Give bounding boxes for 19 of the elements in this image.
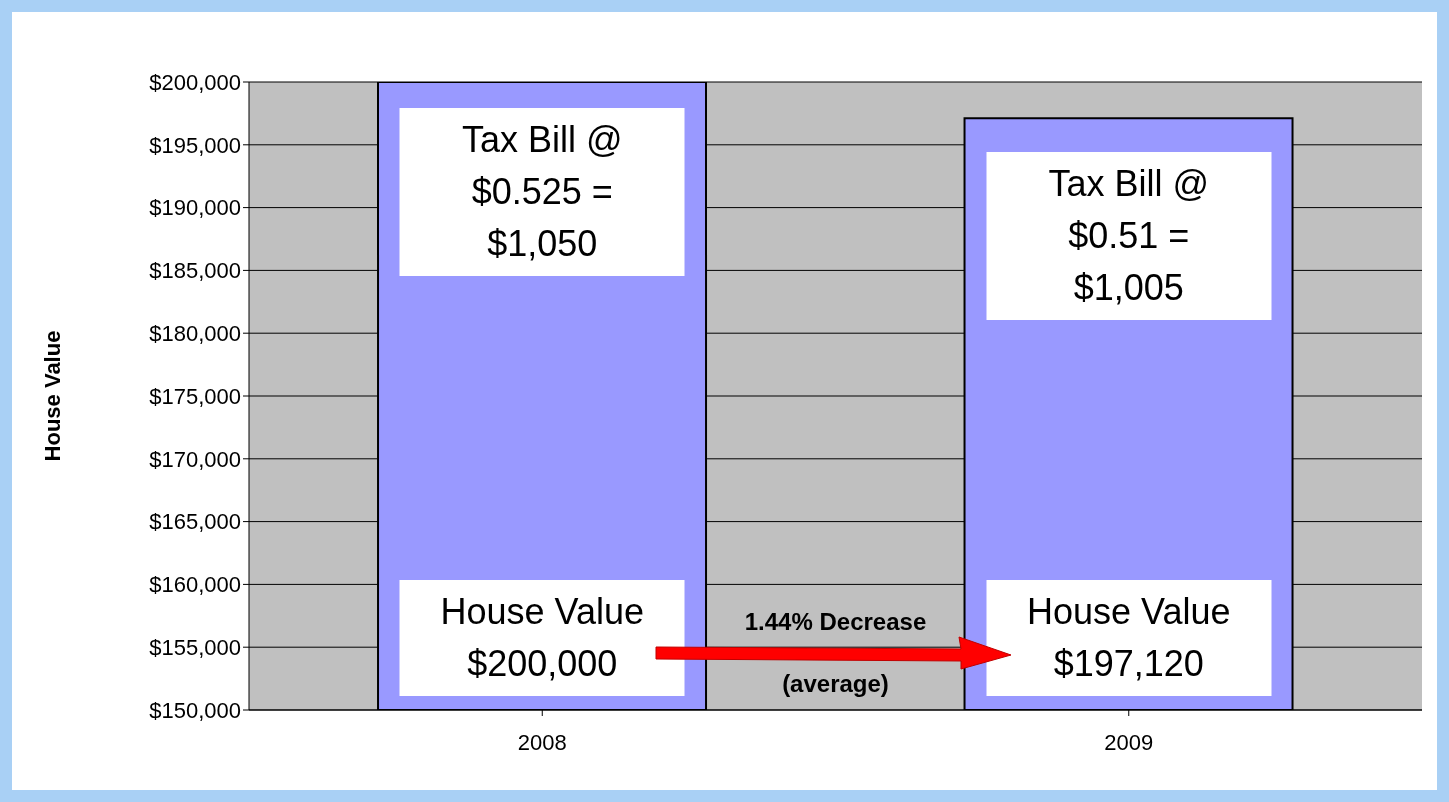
- y-tick-label: $170,000: [149, 446, 241, 472]
- annotation: Tax Bill @ $0.525 = $1,050: [460, 117, 624, 266]
- y-tick-label: $150,000: [149, 697, 241, 723]
- annotation: House Value $197,120: [1026, 589, 1232, 686]
- annotation: House Value $200,000: [439, 589, 645, 686]
- annotation: Tax Bill @ $0.51 = $1,005: [1047, 161, 1211, 310]
- y-tick-label: $175,000: [149, 383, 241, 409]
- y-tick-label: $190,000: [149, 195, 241, 221]
- y-tick-label: $200,000: [149, 69, 241, 95]
- y-tick-label: $195,000: [149, 132, 241, 158]
- y-axis-title: House Value: [39, 330, 65, 462]
- x-tick-label: 2008: [517, 729, 567, 755]
- y-tick-label: $165,000: [149, 509, 241, 535]
- x-tick-label: 2009: [1104, 729, 1154, 755]
- y-tick-label: $155,000: [149, 635, 241, 661]
- y-tick-label: $180,000: [149, 321, 241, 347]
- text: 1.44% Decrease (average): [744, 608, 927, 698]
- y-tick-label: $160,000: [149, 572, 241, 598]
- y-tick-label: $185,000: [149, 258, 241, 284]
